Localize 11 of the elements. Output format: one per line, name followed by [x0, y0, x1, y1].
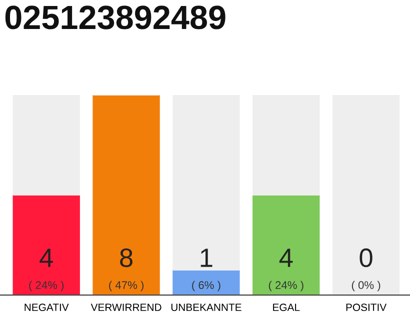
data-label: 1 ( 6% ) [192, 248, 220, 292]
x-tick-label: EGAL [273, 304, 300, 312]
x-tick-label: POSITIV [346, 304, 387, 312]
x-tick-label: NEGATIV [24, 304, 69, 312]
x-tick-label: UNBEKANNTE [171, 304, 242, 312]
data-label: 4 ( 24% ) [268, 248, 304, 292]
x-tick-label: VERWIRREND [90, 304, 162, 311]
data-label: 0 ( 0% ) [352, 248, 380, 292]
chart-title: 025123892489 [5, 6, 226, 30]
data-label: 8 ( 47% ) [109, 248, 144, 292]
data-label: 4 ( 24% ) [29, 248, 64, 292]
